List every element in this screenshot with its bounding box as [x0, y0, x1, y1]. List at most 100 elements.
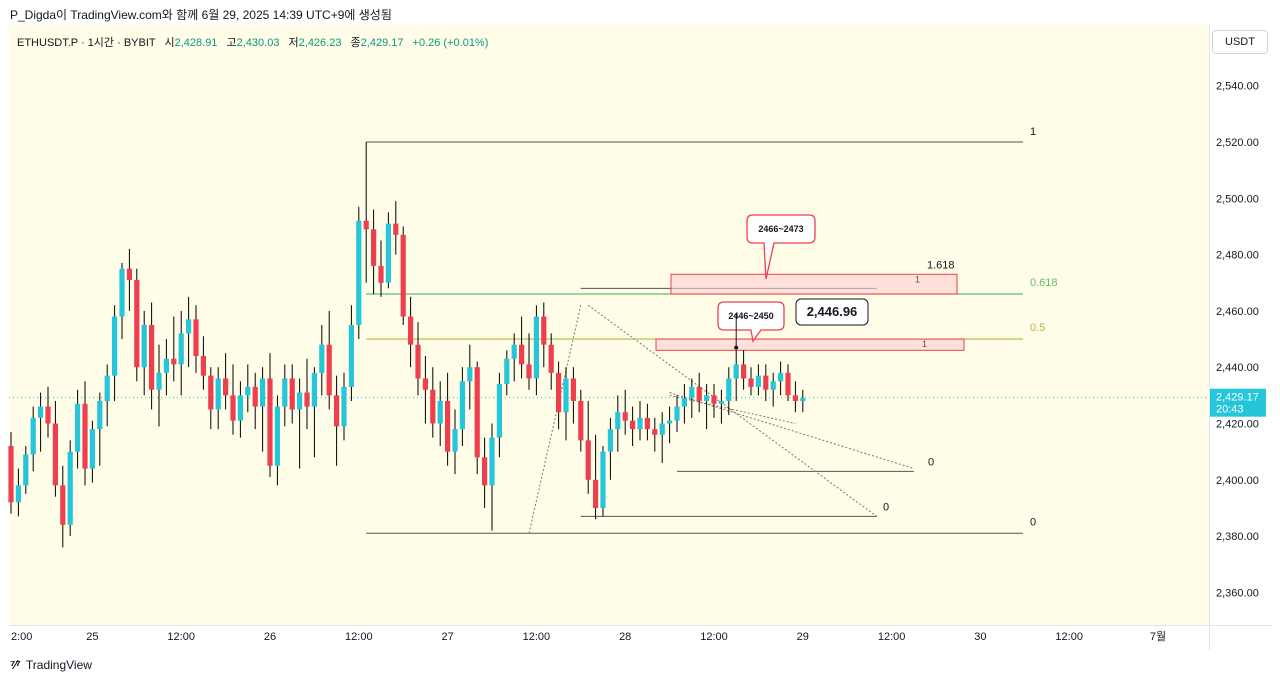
candle-body: [718, 400, 724, 404]
candle-body: [533, 316, 539, 379]
time-tick-label: 12:00: [700, 631, 728, 643]
candle-body: [274, 406, 280, 466]
candle-body: [326, 344, 332, 396]
current-price-label: 2,429.17: [1216, 392, 1259, 404]
candle-body: [763, 375, 769, 390]
time-axis[interactable]: [9, 625, 1209, 650]
candle-body: [30, 417, 36, 455]
trend-line: [587, 304, 878, 517]
candle-body: [600, 451, 606, 508]
candle-body: [526, 364, 532, 379]
candle-body: [504, 358, 510, 385]
candle-body: [652, 429, 658, 435]
candle-body: [489, 437, 495, 486]
candle-body: [607, 429, 613, 452]
candle-body: [711, 395, 717, 404]
candle-body: [119, 268, 125, 317]
labels-layer: 2,360.00 2,380.00 2,400.00 2,420.00 2,440.00…: [11, 81, 1266, 643]
drawings-layer: [9, 141, 1209, 534]
current-price-badge: [1210, 388, 1266, 417]
fib-zero-label: 0: [928, 456, 934, 468]
candle-body: [178, 333, 184, 365]
candle-body: [208, 375, 214, 410]
callout-bubble: [746, 214, 816, 280]
price-tick-label: 2,520.00: [1216, 137, 1259, 149]
tradingview-logo-icon: ⁷⁄⁷: [10, 657, 21, 672]
candle-body: [637, 417, 643, 430]
zone-callout: 2446~2450: [717, 301, 785, 343]
trend-line: [528, 305, 582, 534]
candle-body: [23, 454, 29, 486]
candle-body: [408, 316, 414, 345]
candle-body: [467, 367, 473, 382]
zone-level-label: 1: [922, 339, 927, 349]
candle-body: [289, 378, 295, 410]
candle-body: [141, 324, 147, 368]
candle-body: [792, 395, 798, 401]
fib-level-label: 0.5: [1030, 322, 1045, 334]
low-label: 저: [288, 37, 299, 49]
candle-body: [82, 403, 88, 469]
chart-panel[interactable]: [9, 25, 1209, 625]
time-tick-label: 12:00: [878, 631, 906, 643]
time-tick-label: 12:00: [1055, 631, 1083, 643]
candle-body: [400, 234, 406, 317]
candle-body: [385, 223, 391, 283]
zone-level-label: 1: [915, 274, 920, 284]
candle-body: [511, 344, 517, 359]
symbol-info-bar[interactable]: ETHUSDT.P · 1시간 · BYBIT 시2,428.91 고2,430…: [17, 34, 488, 50]
close-value: 2,429.17: [360, 37, 404, 49]
candle-body: [8, 446, 14, 503]
time-tick-label: 28: [619, 631, 631, 643]
candle-body: [755, 375, 761, 387]
candle-body: [45, 406, 51, 424]
candle-body: [800, 398, 806, 401]
candle-body: [297, 392, 303, 410]
currency-button[interactable]: USDT: [1212, 30, 1268, 54]
price-tick-label: 2,540.00: [1216, 81, 1259, 93]
candle-body: [97, 400, 103, 430]
high-label: 고: [226, 37, 237, 49]
candle-body: [245, 386, 251, 396]
price-axis[interactable]: [1209, 25, 1272, 625]
candle-body: [570, 378, 576, 401]
candle-body: [644, 417, 650, 430]
candle-body: [260, 378, 266, 407]
close-label: 종: [350, 37, 361, 49]
candle-body: [667, 420, 673, 424]
candle-body: [267, 378, 273, 466]
candle-body: [578, 400, 584, 441]
time-tick-label: 7월: [1150, 630, 1166, 643]
open-value: 2,428.91: [174, 37, 218, 49]
axis-corner: [1209, 625, 1272, 650]
candle-body: [75, 403, 81, 452]
resistance-zone: [655, 338, 965, 351]
candle-body: [704, 395, 710, 401]
price-marker-label: 2,446.96: [807, 304, 858, 319]
candle-body: [785, 372, 791, 396]
candle-body: [193, 319, 199, 356]
candle-body: [237, 395, 243, 421]
price-tick-label: 2,460.00: [1216, 306, 1259, 318]
candle-body: [445, 400, 451, 452]
candle-body: [67, 451, 73, 525]
price-tick-label: 2,500.00: [1216, 193, 1259, 205]
candle-body: [659, 423, 665, 435]
symbol-name[interactable]: ETHUSDT.P · 1시간 · BYBIT: [17, 37, 156, 49]
low-value: 2,426.23: [298, 37, 342, 49]
brand-name: TradingView: [25, 657, 92, 672]
candle-body: [696, 386, 702, 401]
open-label: 시: [164, 37, 175, 49]
high-value: 2,430.03: [236, 37, 280, 49]
callout-bubble: [717, 301, 785, 343]
candle-body: [341, 386, 347, 427]
candle-body: [770, 381, 776, 390]
footer-brand[interactable]: ⁷⁄⁷ TradingView: [10, 657, 92, 672]
time-tick-label: 12:00: [167, 631, 195, 643]
candle-body: [681, 398, 687, 407]
candle-body: [200, 355, 206, 376]
price-tick-label: 2,380.00: [1216, 531, 1259, 543]
candle-body: [563, 378, 569, 413]
candle-body: [186, 319, 192, 334]
